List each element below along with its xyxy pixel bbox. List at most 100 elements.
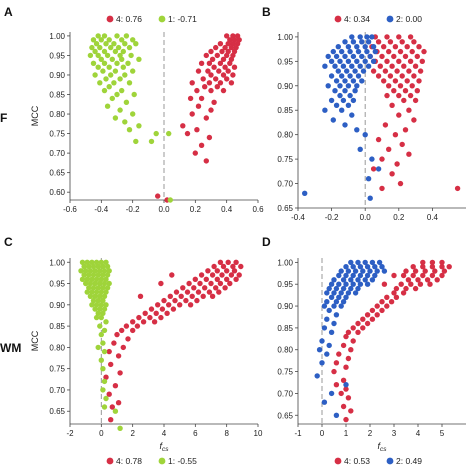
scatter-point — [374, 303, 380, 309]
scatter-point — [302, 190, 308, 196]
scatter-point — [332, 88, 338, 94]
scatter-point — [203, 115, 209, 121]
scatter-point — [345, 58, 352, 64]
scatter-point — [81, 263, 87, 270]
scatter-point — [153, 310, 159, 316]
scatter-point — [354, 44, 360, 50]
scatter-point — [330, 48, 336, 55]
scatter-point — [328, 390, 335, 397]
scatter-point — [90, 285, 97, 291]
scatter-point — [155, 302, 161, 308]
scatter-point — [224, 33, 230, 39]
scatter-point — [206, 60, 213, 66]
scatter-point — [355, 277, 361, 283]
scatter-point — [93, 289, 100, 295]
scatter-point — [208, 107, 214, 113]
scatter-point — [208, 72, 214, 78]
scatter-point — [224, 52, 230, 59]
scatter-point — [209, 272, 216, 278]
scatter-point — [100, 285, 106, 291]
scatter-point — [350, 97, 357, 104]
x-tick-label: 0.4 — [427, 213, 439, 222]
scatter-point — [370, 58, 377, 64]
scatter-point — [95, 310, 101, 316]
scatter-point — [184, 289, 191, 295]
scatter-point — [90, 263, 97, 270]
scatter-point — [103, 302, 109, 308]
scatter-point — [217, 60, 224, 66]
scatter-point — [421, 48, 427, 55]
scatter-point — [192, 150, 198, 156]
scatter-point — [439, 259, 445, 266]
scatter-point — [402, 127, 409, 133]
scatter-point — [200, 293, 206, 299]
scatter-point — [136, 123, 142, 129]
scatter-point — [98, 289, 105, 295]
scatter-point — [214, 52, 220, 59]
scatter-point — [412, 97, 419, 104]
scatter-point — [372, 264, 378, 270]
scatter-point — [217, 280, 224, 287]
scatter-point — [122, 41, 128, 47]
scatter-point — [349, 34, 355, 40]
x-tick-label: 4 — [162, 429, 167, 438]
scatter-point — [130, 111, 136, 117]
panel-letter: A — [4, 5, 13, 19]
panel-c: C -2 0 2 4 6 8 10 0.65 0.70 0.75 0.80 0.85 0.90 0.95 1.… — [4, 235, 263, 466]
scatter-point — [213, 44, 219, 51]
scatter-point — [331, 320, 337, 327]
y-tick-label: 0.65 — [49, 169, 65, 178]
scatter-point — [104, 272, 111, 278]
x-tick-label: 8 — [224, 429, 229, 438]
scatter-point — [381, 78, 387, 84]
scatter-point — [365, 63, 372, 69]
scatter-point — [364, 281, 371, 287]
scatter-point — [405, 277, 412, 283]
scatter-point — [410, 264, 416, 270]
legend-marker — [386, 457, 394, 465]
x-tick-label: -0.6 — [63, 205, 77, 214]
scatter-point — [106, 37, 112, 43]
scatter-point — [106, 280, 112, 287]
y-tick-label: 0.70 — [49, 386, 65, 395]
scatter-point — [424, 277, 431, 283]
scatter-point — [106, 391, 112, 397]
scatter-point — [412, 285, 419, 292]
y-axis-label: MCC — [30, 105, 40, 126]
scatter-point — [194, 87, 200, 94]
scatter-point — [410, 272, 416, 279]
scatter-point — [394, 161, 400, 167]
scatter-point — [345, 355, 352, 362]
scatter-point — [350, 325, 356, 331]
scatter-point — [97, 80, 103, 86]
scatter-point — [233, 276, 239, 282]
scatter-point — [396, 58, 402, 64]
scatter-point — [339, 107, 345, 113]
scatter-point — [117, 107, 123, 113]
scatter-point — [417, 281, 424, 287]
scatter-point — [222, 44, 228, 51]
y-tick-label: 0.90 — [49, 71, 65, 80]
scatter-point — [103, 259, 109, 265]
scatter-point — [97, 44, 103, 51]
scatter-point — [101, 87, 108, 94]
scatter-point — [357, 146, 363, 152]
scatter-point — [101, 348, 108, 355]
scatter-point — [343, 416, 349, 423]
scatter-point — [379, 307, 385, 314]
scatter-point — [389, 171, 395, 177]
scatter-point — [379, 264, 385, 270]
x-axis-label: fcs — [159, 441, 169, 453]
scatter-point — [416, 44, 422, 50]
scatter-point — [111, 340, 117, 346]
y-tick-label: 0.60 — [49, 188, 65, 197]
legend-marker — [334, 457, 342, 465]
y-tick-label: 0.75 — [49, 365, 65, 374]
scatter-point — [136, 314, 142, 321]
scatter-point — [339, 48, 345, 55]
scatter-point — [345, 268, 352, 274]
scatter-point — [186, 280, 192, 287]
x-tick-label: 3 — [392, 429, 397, 438]
scatter-point — [222, 64, 228, 70]
scatter-point — [348, 277, 354, 283]
